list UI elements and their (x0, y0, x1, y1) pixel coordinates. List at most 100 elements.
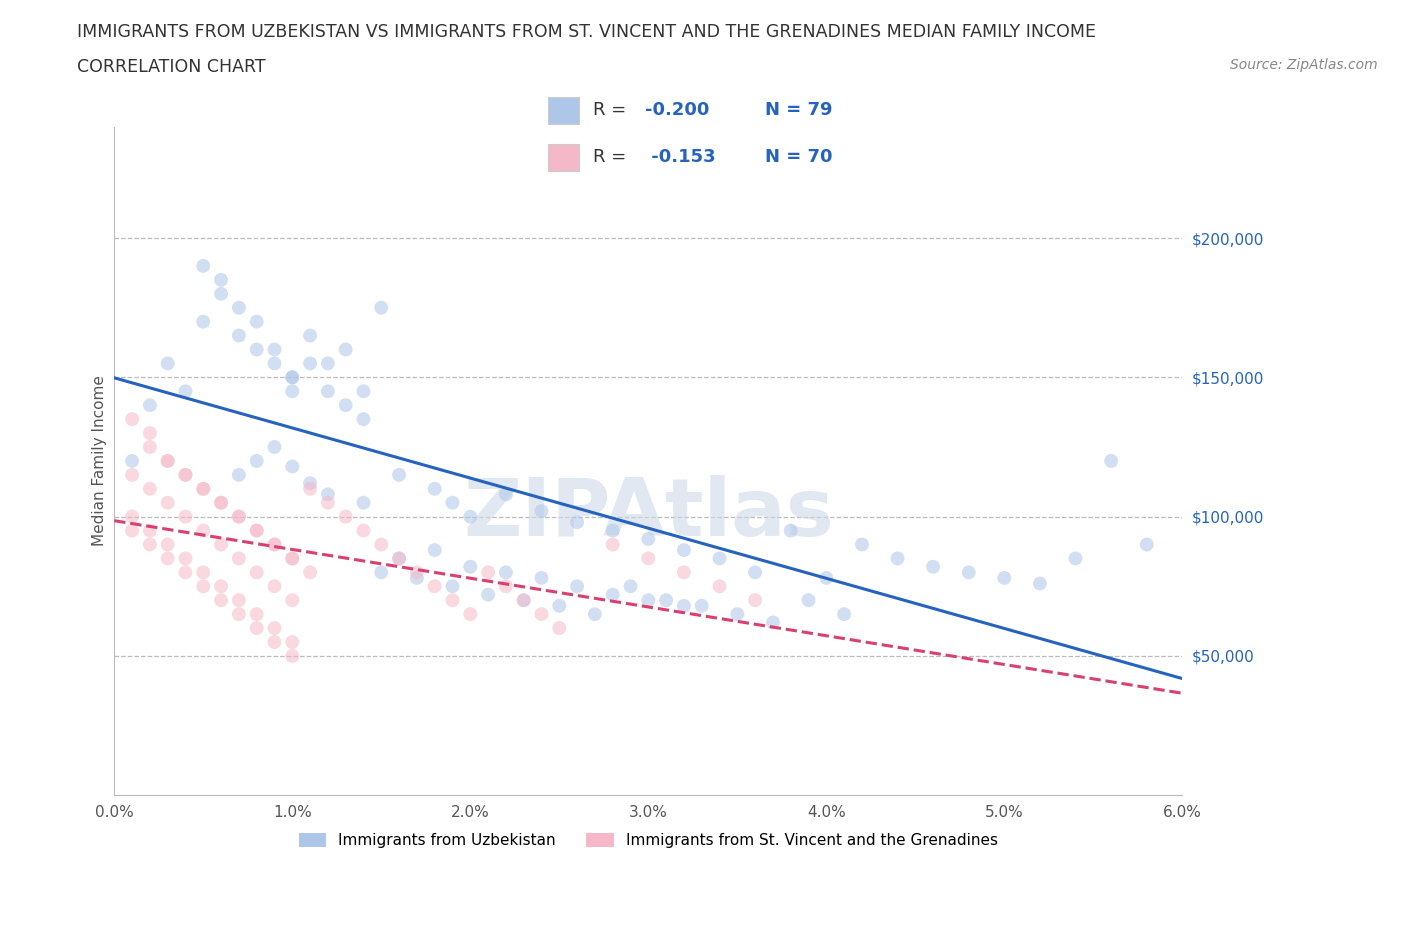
Point (637, 531, 659, 546)
Point (299, 482, 322, 497)
Point (1064, 551, 1087, 565)
Point (602, 537, 624, 551)
Point (193, 482, 215, 497)
Point (779, 523, 801, 538)
Point (370, 300, 392, 315)
Point (316, 384, 339, 399)
Point (209, 578, 232, 593)
Point (193, 482, 215, 497)
Point (832, 606, 855, 621)
Point (174, 468, 197, 483)
Point (335, 398, 357, 413)
Point (263, 356, 285, 371)
Point (512, 592, 534, 607)
Point (299, 328, 322, 343)
Point (458, 559, 481, 574)
Point (1029, 576, 1052, 591)
Point (281, 370, 304, 385)
Point (316, 356, 339, 371)
Point (655, 592, 678, 607)
Point (193, 314, 215, 329)
Point (228, 328, 250, 343)
Point (672, 542, 695, 557)
Point (228, 510, 250, 525)
Point (281, 384, 304, 399)
Point (672, 565, 695, 579)
Point (512, 592, 534, 607)
Point (637, 592, 659, 607)
Point (228, 510, 250, 525)
Point (281, 648, 304, 663)
Point (156, 454, 179, 469)
Point (299, 356, 322, 371)
Point (458, 606, 481, 621)
Point (246, 523, 269, 538)
Point (228, 551, 250, 565)
Point (121, 510, 143, 525)
Point (281, 551, 304, 565)
Point (370, 537, 392, 551)
Point (246, 565, 269, 579)
Text: R =: R = (593, 101, 626, 119)
Text: R =: R = (593, 149, 626, 166)
Point (209, 286, 232, 301)
Point (193, 578, 215, 593)
Point (228, 300, 250, 315)
Point (281, 459, 304, 474)
Point (174, 510, 197, 525)
Point (193, 523, 215, 538)
Point (370, 565, 392, 579)
Point (193, 259, 215, 273)
Point (477, 565, 499, 579)
Point (209, 496, 232, 511)
Point (1136, 537, 1159, 551)
Point (156, 496, 179, 511)
Text: ZIPAtlas: ZIPAtlas (463, 475, 834, 553)
Point (530, 570, 553, 585)
Point (174, 468, 197, 483)
Point (263, 634, 285, 649)
Point (495, 565, 517, 579)
Point (335, 342, 357, 357)
Bar (548, 97, 579, 125)
Point (174, 384, 197, 399)
Point (209, 537, 232, 551)
Point (406, 565, 429, 579)
Point (246, 523, 269, 538)
Point (316, 487, 339, 502)
Point (246, 620, 269, 635)
Point (548, 620, 571, 635)
Point (121, 412, 143, 427)
Point (174, 565, 197, 579)
Point (602, 587, 624, 602)
Point (388, 551, 411, 565)
Point (246, 314, 269, 329)
Point (228, 606, 250, 621)
Point (548, 598, 571, 613)
Point (299, 476, 322, 491)
Point (139, 440, 162, 455)
Point (335, 510, 357, 525)
Point (139, 523, 162, 538)
Point (246, 606, 269, 621)
Point (495, 487, 517, 502)
Point (406, 570, 429, 585)
Point (246, 454, 269, 469)
Point (441, 592, 464, 607)
Text: Source: ZipAtlas.com: Source: ZipAtlas.com (1230, 58, 1378, 72)
Point (263, 440, 285, 455)
Point (121, 468, 143, 483)
Point (690, 598, 713, 613)
Point (281, 592, 304, 607)
Point (957, 565, 980, 579)
Point (388, 468, 411, 483)
Point (815, 570, 838, 585)
Text: -0.200: -0.200 (644, 101, 709, 119)
Point (441, 578, 464, 593)
Point (530, 606, 553, 621)
Point (672, 598, 695, 613)
Point (886, 551, 908, 565)
Point (423, 482, 446, 497)
Point (353, 384, 375, 399)
Point (156, 356, 179, 371)
